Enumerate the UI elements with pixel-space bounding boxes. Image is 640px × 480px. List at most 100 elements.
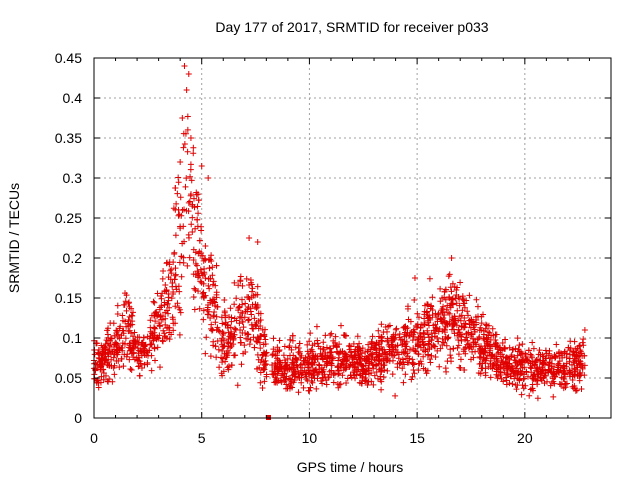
- data-point: [303, 357, 310, 364]
- data-point: [148, 352, 155, 359]
- data-point: [293, 362, 300, 369]
- data-point: [210, 298, 217, 305]
- data-point: [454, 284, 461, 291]
- data-point: [192, 286, 199, 293]
- data-point: [403, 332, 410, 339]
- data-point: [236, 320, 243, 327]
- data-point: [201, 265, 208, 272]
- data-point: [489, 325, 496, 332]
- data-point: [276, 347, 283, 354]
- data-point: [284, 355, 291, 362]
- data-point: [237, 278, 244, 285]
- data-point: [212, 343, 219, 350]
- data-point: [320, 339, 327, 346]
- data-point: [556, 381, 563, 388]
- data-point: [312, 352, 319, 359]
- data-point: [178, 273, 185, 280]
- data-point: [199, 272, 206, 279]
- data-point: [282, 359, 289, 366]
- data-point: [287, 380, 294, 387]
- data-point: [158, 302, 165, 309]
- data-point: [180, 130, 187, 137]
- data-point: [578, 350, 585, 357]
- data-point: [519, 382, 526, 389]
- data-point: [328, 330, 335, 337]
- data-point: [361, 367, 368, 374]
- data-point: [94, 349, 101, 356]
- data-point: [118, 355, 125, 362]
- data-point: [152, 335, 159, 342]
- data-point: [192, 225, 199, 232]
- data-point: [470, 335, 477, 342]
- data-point: [477, 370, 484, 377]
- data-point: [434, 347, 441, 354]
- data-point: [436, 326, 443, 333]
- data-point: [196, 305, 203, 312]
- x-tick-label: 15: [409, 430, 425, 446]
- data-point: [503, 363, 510, 370]
- data-point: [441, 319, 448, 326]
- data-point: [187, 173, 194, 180]
- data-point: [260, 365, 267, 372]
- data-point: [521, 364, 528, 371]
- data-point: [121, 301, 128, 308]
- data-point: [576, 377, 583, 384]
- data-point: [117, 323, 124, 330]
- data-point: [459, 323, 466, 330]
- data-point: [354, 333, 361, 340]
- data-point: [426, 275, 433, 282]
- chart-title: Day 177 of 2017, SRMTID for receiver p03…: [215, 19, 488, 35]
- data-point: [263, 373, 270, 380]
- data-point: [300, 384, 307, 391]
- data-point: [487, 357, 494, 364]
- data-point: [136, 372, 143, 379]
- data-point: [258, 356, 265, 363]
- data-point: [578, 386, 585, 393]
- data-point: [412, 347, 419, 354]
- data-point: [288, 346, 295, 353]
- data-point: [102, 357, 109, 364]
- data-point: [480, 349, 487, 356]
- data-point: [557, 381, 564, 388]
- data-point: [126, 340, 133, 347]
- data-point: [253, 319, 260, 326]
- data-point: [500, 353, 507, 360]
- data-point: [239, 282, 246, 289]
- data-point: [458, 337, 465, 344]
- data-point: [561, 348, 568, 355]
- data-point: [482, 372, 489, 379]
- data-point: [457, 317, 464, 324]
- data-point: [175, 283, 182, 290]
- y-tick-label: 0: [74, 410, 82, 426]
- data-point: [420, 347, 427, 354]
- data-point: [339, 358, 346, 365]
- data-point: [436, 363, 443, 370]
- data-point: [151, 329, 158, 336]
- data-point: [459, 296, 466, 303]
- data-point: [191, 306, 198, 313]
- data-point: [243, 335, 250, 342]
- data-point: [335, 357, 342, 364]
- data-point: [434, 334, 441, 341]
- data-point: [375, 352, 382, 359]
- data-point: [103, 337, 110, 344]
- data-point: [159, 290, 166, 297]
- data-point: [368, 356, 375, 363]
- data-point: [307, 367, 314, 374]
- data-point: [197, 278, 204, 285]
- data-point: [335, 367, 342, 374]
- data-point: [566, 373, 573, 380]
- data-point: [478, 327, 485, 334]
- data-point: [503, 381, 510, 388]
- data-point: [556, 358, 563, 365]
- data-point: [542, 347, 549, 354]
- data-point: [107, 320, 114, 327]
- data-point: [222, 314, 229, 321]
- data-point: [128, 305, 135, 312]
- data-point: [536, 347, 543, 354]
- data-point: [183, 87, 190, 93]
- data-point: [207, 275, 214, 282]
- data-point: [477, 354, 484, 361]
- data-point: [577, 360, 584, 367]
- data-point: [403, 355, 410, 362]
